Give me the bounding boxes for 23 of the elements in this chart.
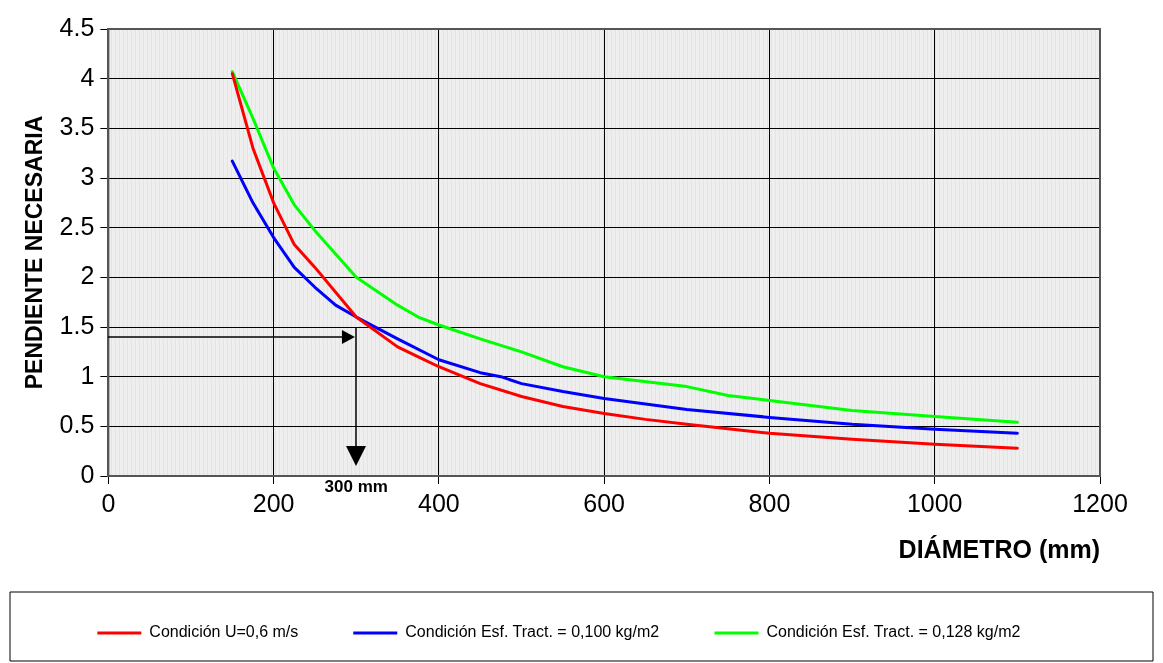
x-tick-label: 800 bbox=[748, 488, 791, 517]
legend-label: Condición Esf. Tract. = 0,128 kg/m2 bbox=[766, 623, 1021, 641]
legend-label: Condición Esf. Tract. = 0,100 kg/m2 bbox=[405, 623, 660, 641]
x-axis-title: DIÁMETRO (mm) bbox=[898, 534, 1100, 563]
ref-line-label: 300 mm bbox=[324, 477, 388, 497]
y-tick-label: 0 bbox=[80, 459, 95, 488]
y-tick-label: 2 bbox=[80, 261, 95, 290]
y-tick-label: 3 bbox=[80, 161, 95, 190]
x-tick-label: 1200 bbox=[1072, 488, 1128, 517]
y-tick-label: 2.5 bbox=[59, 211, 95, 240]
y-tick-label: 4.5 bbox=[59, 12, 95, 41]
x-tick-label: 200 bbox=[252, 488, 295, 517]
x-tick-label: 0 bbox=[101, 488, 116, 517]
y-tick-label: 4 bbox=[80, 62, 95, 91]
y-tick-label: 0.5 bbox=[59, 410, 95, 439]
x-tick-label: 400 bbox=[418, 488, 460, 517]
x-tick-label: 1000 bbox=[906, 488, 963, 517]
y-tick-label: 1 bbox=[80, 360, 95, 389]
y-tick-label: 1.5 bbox=[59, 310, 95, 339]
y-axis-title: PENDIENTE NECESARIA bbox=[21, 115, 48, 390]
legend-label: Condición U=0,6 m/s bbox=[149, 623, 299, 641]
x-tick-label: 600 bbox=[583, 488, 626, 517]
y-tick-label: 3.5 bbox=[59, 112, 95, 141]
